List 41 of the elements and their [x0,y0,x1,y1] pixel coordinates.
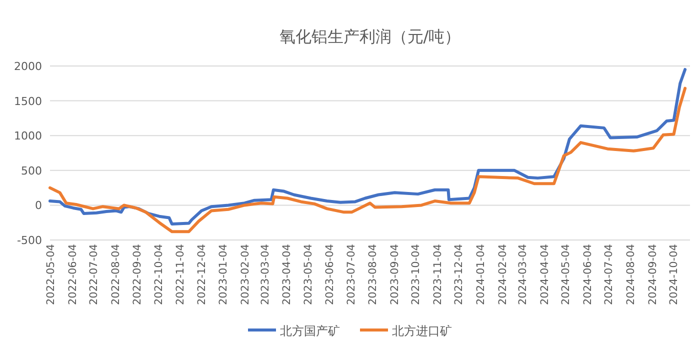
x-tick-label: 2023-09-04 [388,244,401,306]
y-tick-label: 500 [21,164,42,178]
x-tick-label: 2024-10-04 [668,244,680,306]
legend-label: 北方国产矿 [280,324,340,338]
x-tick-label: 2023-06-04 [324,244,336,306]
x-tick-label: 2022-05-04 [45,244,57,306]
x-tick-label: 2024-06-04 [582,244,594,306]
chart-title: 氧化铝生产利润（元/吨） [279,27,461,46]
x-tick-label: 2024-05-04 [560,244,572,306]
y-tick-label: 2000 [14,60,42,73]
x-tick-label: 2024-08-04 [625,244,638,306]
y-tick-label: 1000 [14,130,42,143]
x-tick-label: 2023-08-04 [367,244,380,306]
x-tick-label: 2023-04-04 [281,244,294,306]
x-tick-label: 2024-04-04 [539,244,552,306]
legend-label: 北方进口矿 [392,324,452,338]
x-tick-label: 2023-12-04 [453,244,466,306]
x-tick-label: 2023-02-04 [240,244,252,306]
x-tick-label: 2022-06-04 [66,244,79,306]
x-tick-label: 2024-01-04 [474,244,487,306]
x-tick-label: 2023-03-04 [259,244,272,306]
x-tick-label: 2022-10-04 [152,244,165,306]
x-tick-label: 2024-03-04 [517,244,530,306]
x-tick-label: 2022-12-04 [196,244,208,306]
x-tick-label: 2023-07-04 [345,244,358,306]
x-tick-label: 2023-11-04 [432,244,444,306]
x-tick-label: 2022-11-04 [174,244,187,306]
x-tick-label: 2022-08-04 [110,244,122,306]
y-tick-label: 0 [35,199,42,212]
x-tick-label: 2024-09-04 [646,244,659,306]
x-tick-label: 2024-07-04 [603,244,616,306]
x-tick-label: 2022-09-04 [132,244,144,306]
line-series [48,68,687,226]
line-series [48,86,687,234]
x-tick-label: 2024-02-04 [496,244,509,306]
x-tick-label: 2022-07-04 [88,244,100,306]
x-tick-label: 2023-10-04 [410,244,422,306]
y-tick-label: 1500 [14,94,42,108]
x-tick-label: 2023-01-04 [218,244,230,306]
x-tick-label: 2023-05-04 [302,244,314,306]
y-tick-label: -500 [17,234,42,247]
